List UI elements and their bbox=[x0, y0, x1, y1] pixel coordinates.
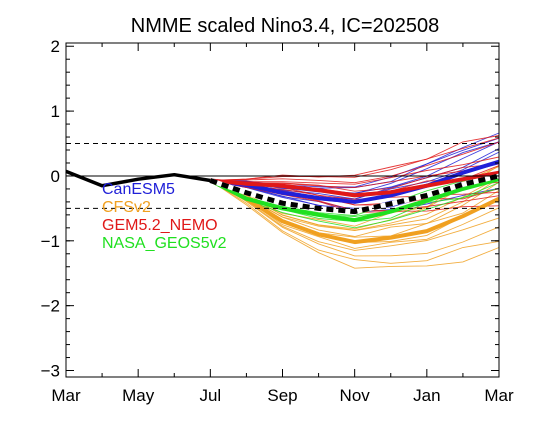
legend-entry: GEM5.2_NEMO bbox=[102, 217, 218, 234]
x-tick-label: Mar bbox=[484, 386, 514, 405]
reference-lines bbox=[66, 143, 499, 209]
legend-entry: NASA_GEOS5v2 bbox=[102, 235, 227, 252]
model-means bbox=[209, 159, 500, 245]
member-line-cfsv2 bbox=[210, 180, 500, 251]
x-tick-label: Sep bbox=[267, 386, 297, 405]
member-line-cfsv2 bbox=[210, 180, 500, 269]
x-tick-label: Jan bbox=[413, 386, 440, 405]
x-tick-label: Jul bbox=[199, 386, 221, 405]
x-tick-label: May bbox=[122, 386, 155, 405]
x-tick-label: Nov bbox=[340, 386, 371, 405]
x-tick-label: Mar bbox=[51, 386, 81, 405]
mean-line-canesm5 bbox=[210, 159, 500, 204]
y-tick-label: 2 bbox=[51, 37, 60, 56]
legend-entry: CanESM5 bbox=[102, 181, 175, 198]
member-line-cfsv2 bbox=[210, 180, 500, 264]
y-tick-label: −1 bbox=[41, 232, 60, 251]
y-tick-label: −2 bbox=[41, 297, 60, 316]
member-line-cfsv2 bbox=[210, 180, 500, 257]
mean-line-gem5-2-nemo bbox=[210, 170, 500, 198]
member-line-gem5-2-nemo bbox=[210, 141, 500, 184]
ensemble-mean-line bbox=[209, 173, 500, 215]
member-line-gem5-2-nemo bbox=[210, 156, 500, 185]
axes: 2 1 0 −1 −2 −3 Mar May Jul Sep Nov Jan Mar bbox=[41, 37, 514, 405]
chart-title: NMME scaled Nino3.4, IC=202508 bbox=[131, 15, 440, 37]
mean-line-nasa-geos5v2 bbox=[209, 177, 500, 223]
y-tick-label: −3 bbox=[41, 362, 60, 381]
legend-entry: CFSv2 bbox=[102, 199, 151, 216]
y-tick-label: 1 bbox=[51, 102, 60, 121]
member-line-gem5-2-nemo bbox=[210, 135, 500, 181]
y-tick-label: 0 bbox=[51, 167, 60, 186]
observed-line-group bbox=[65, 169, 211, 188]
mean-line-cfsv2 bbox=[209, 178, 500, 245]
observed-line bbox=[65, 169, 211, 188]
member-line-gem5-2-nemo bbox=[210, 137, 500, 181]
